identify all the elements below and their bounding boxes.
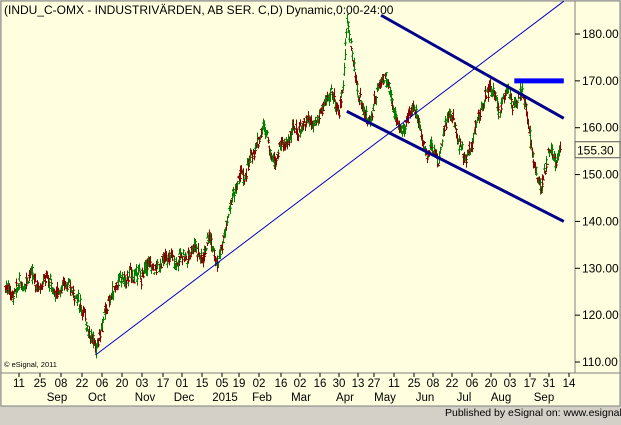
plot-area[interactable]	[0, 0, 576, 374]
month-label: Mar	[291, 392, 311, 404]
x-tick-label: 31	[543, 378, 556, 390]
publisher-credit: Published by eSignal on: www.esignal.com	[445, 407, 621, 419]
y-tick-label: 140.00	[582, 214, 619, 228]
y-tick-label: 120.00	[582, 308, 619, 322]
x-tick-label: 02	[294, 378, 307, 390]
y-tick-label: 110.00	[582, 355, 618, 369]
x-tick-label: 19	[233, 378, 246, 390]
y-tick-label: 160.00	[582, 121, 619, 135]
month-label: Sep	[534, 392, 554, 404]
x-tick-label: 02	[253, 378, 266, 390]
drawn-lines	[95, 0, 565, 356]
trend-line[interactable]	[95, 0, 565, 356]
x-tick-label: 15	[196, 378, 209, 390]
month-label: Nov	[135, 392, 156, 404]
x-tick-label: 14	[563, 378, 576, 390]
chart-title: (INDU_C-OMX - INDUSTRIVÄRDEN, AB SER. C,…	[4, 3, 394, 17]
x-tick-label: 01	[176, 378, 189, 390]
channel-upper-line[interactable]	[380, 13, 565, 120]
month-label: 2015	[212, 392, 238, 404]
x-tick-label: 08	[427, 378, 440, 390]
x-tick-label: 11	[388, 378, 400, 390]
x-axis: 11 25 08 22 06 20 03 17 01 15 05 19 02 16 02 16 30 13 27 11…	[13, 373, 576, 404]
copyright-label: © eSignal, 2011	[4, 360, 57, 369]
y-tick-label: 170.00	[582, 74, 619, 88]
x-axis-panel	[0, 372, 621, 407]
x-tick-label: 22	[446, 378, 459, 390]
x-tick-label: 16	[275, 378, 288, 390]
y-tick-label: 180.00	[582, 27, 619, 41]
x-tick-label: 06	[466, 378, 479, 390]
month-label: Sep	[47, 392, 67, 404]
x-tick-label: 11	[13, 378, 25, 390]
y-tick-label: 150.00	[582, 168, 619, 182]
month-label: Apr	[336, 392, 354, 404]
x-tick-label: 05	[216, 378, 229, 390]
month-label: Jun	[416, 392, 435, 404]
x-tick-label: 03	[136, 378, 149, 390]
month-label: May	[374, 392, 396, 404]
x-tick-label: 08	[55, 378, 68, 390]
x-tick-label: 20	[485, 378, 498, 390]
last-price-badge: 155.30	[574, 141, 621, 159]
x-tick-label: 03	[504, 378, 517, 390]
x-tick-label: 22	[76, 378, 89, 390]
x-tick-label: 30	[333, 378, 346, 390]
x-tick-label: 25	[34, 378, 47, 390]
x-tick-label: 25	[408, 378, 421, 390]
ohlc-bars	[4, 13, 562, 359]
x-tick-label: 06	[96, 378, 109, 390]
y-axis: 110.00 120.00 130.00 140.00 150.00 160.00 170.…	[575, 27, 619, 369]
y-axis-panel	[574, 0, 621, 374]
x-tick-label: 27	[368, 378, 381, 390]
x-tick-label: 13	[352, 378, 365, 390]
last-price-label: 155.30	[577, 144, 614, 158]
last-price-box	[574, 141, 621, 159]
month-label: Aug	[491, 392, 511, 404]
y-tick-label: 130.00	[582, 261, 619, 275]
month-label: Jul	[457, 392, 472, 404]
month-label: Oct	[88, 392, 107, 404]
x-tick-label: 16	[314, 378, 327, 390]
channel-lower-line[interactable]	[346, 109, 565, 223]
x-tick-label: 17	[524, 378, 537, 390]
x-tick-label: 17	[157, 378, 170, 390]
month-label: Feb	[252, 392, 272, 404]
month-label: Dec	[174, 392, 195, 404]
x-tick-label: 20	[116, 378, 129, 390]
